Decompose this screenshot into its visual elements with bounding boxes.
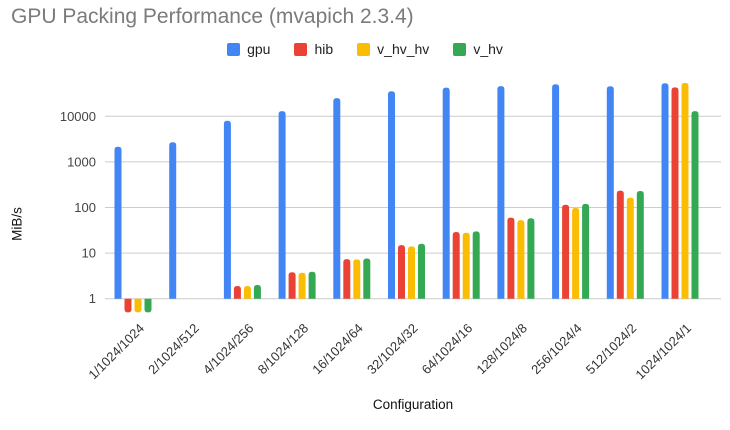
legend-swatch-gpu: [227, 42, 241, 56]
bar-hib-64/1024/16: [452, 232, 460, 299]
y-tick-label: 1000: [67, 154, 96, 169]
bar-v_hv-4/1024/256: [253, 284, 261, 299]
x-tick-label: 1/1024/1024: [85, 321, 147, 383]
legend-item-v-hv-hv: v_hv_hv: [357, 41, 429, 57]
bar-v_hv_hv-1024/1024/1: [681, 82, 689, 299]
bar-gpu-2/1024/512: [169, 142, 177, 299]
bar-gpu-32/1024/32: [388, 91, 395, 299]
legend-label: gpu: [247, 41, 271, 57]
bar-hib-16/1024/64: [343, 259, 351, 299]
bar-gpu-16/1024/64: [333, 98, 341, 299]
legend-item-v-hv: v_hv: [453, 41, 503, 57]
bar-gpu-8/1024/128: [278, 111, 286, 299]
bar-hib-32/1024/32: [398, 245, 405, 299]
bar-hib-8/1024/128: [288, 272, 296, 299]
y-axis-title: MiB/s: [9, 207, 25, 241]
bar-hib-128/1024/8: [507, 217, 515, 299]
legend-label: v_hv_hv: [377, 41, 430, 57]
x-axis-title: Configuration: [372, 397, 454, 412]
chart-title: GPU Packing Performance (mvapich 2.3.4): [11, 5, 414, 28]
bar-gpu-1/1024/1024: [114, 146, 122, 299]
bar-v_hv_hv-4/1024/256: [243, 285, 251, 299]
bar-v_hv-128/1024/8: [527, 218, 535, 299]
x-tick-label: 2/1024/512: [145, 321, 202, 378]
x-tick-label: 32/1024/32: [364, 321, 421, 378]
y-tick-label: 1: [89, 291, 96, 306]
bar-v_hv-64/1024/16: [472, 231, 480, 299]
bar-v_hv-16/1024/64: [363, 258, 371, 299]
bar-v_hv_hv-1/1024/1024: [134, 298, 142, 313]
bar-v_hv_hv-64/1024/16: [462, 232, 470, 299]
y-tick-label: 10000: [60, 109, 96, 124]
bar-v_hv-1024/1024/1: [691, 111, 699, 299]
bar-hib-256/1024/4: [562, 204, 570, 299]
bar-v_hv-1/1024/1024: [144, 298, 152, 313]
legend-item-hib: hib: [294, 41, 333, 57]
bar-hib-512/1024/2: [616, 190, 624, 299]
x-tick-label: 128/1024/8: [473, 321, 530, 378]
x-tick-label: 4/1024/256: [200, 321, 257, 378]
bar-gpu-512/1024/2: [606, 86, 614, 299]
bar-gpu-4/1024/256: [223, 120, 231, 299]
x-tick-label: 512/1024/2: [583, 321, 640, 378]
bar-gpu-64/1024/16: [442, 87, 450, 299]
bar-hib-1024/1024/1: [671, 87, 679, 299]
x-tick-label: 256/1024/4: [528, 321, 585, 378]
legend-swatch-hib: [294, 42, 308, 56]
legend-label: hib: [314, 41, 334, 57]
x-tick-label: 16/1024/64: [309, 321, 366, 378]
bar-gpu-256/1024/4: [552, 84, 560, 299]
bar-v_hv_hv-32/1024/32: [408, 246, 415, 299]
bar-v_hv_hv-256/1024/4: [572, 207, 580, 299]
bar-hib-4/1024/256: [233, 285, 241, 299]
bar-v_hv_hv-16/1024/64: [353, 259, 361, 299]
x-tick-label: 64/1024/16: [419, 321, 476, 378]
legend-label: v_hv: [473, 41, 503, 57]
x-tick-label: 1024/1024/1: [632, 321, 694, 383]
bar-gpu-1024/1024/1: [661, 83, 669, 299]
legend-swatch-v-hv-hv: [357, 42, 371, 56]
bar-v_hv_hv-128/1024/8: [517, 220, 525, 299]
bar-v_hv-8/1024/128: [308, 271, 316, 299]
legend-swatch-v-hv: [453, 42, 467, 56]
bar-v_hv-256/1024/4: [582, 203, 590, 299]
bar-v_hv_hv-512/1024/2: [626, 197, 634, 299]
bar-v_hv_hv-8/1024/128: [298, 272, 306, 299]
bar-v_hv-512/1024/2: [636, 191, 644, 299]
y-tick-label: 10: [82, 246, 96, 261]
bar-gpu-128/1024/8: [497, 86, 505, 299]
y-tick-label: 100: [74, 200, 96, 215]
legend-item-gpu: gpu: [227, 41, 270, 57]
bar-hib-1/1024/1024: [124, 298, 132, 313]
legend: gpu hib v_hv_hv v_hv: [0, 41, 730, 57]
x-tick-label: 8/1024/128: [255, 321, 312, 378]
bar-v_hv-32/1024/32: [418, 243, 425, 299]
